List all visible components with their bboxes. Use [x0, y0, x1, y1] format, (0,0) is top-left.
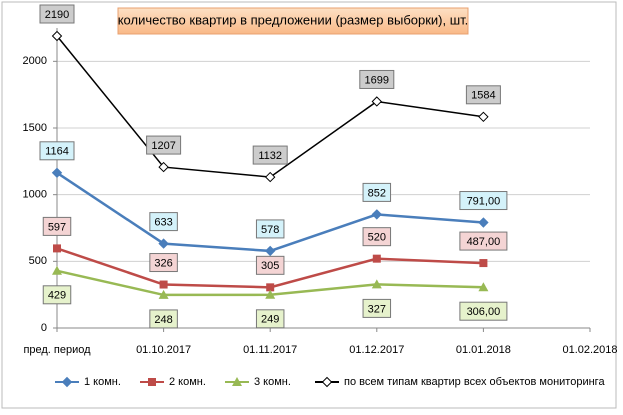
y-tick-label: 0 — [41, 322, 47, 334]
title-box — [117, 7, 469, 35]
label-box — [362, 182, 392, 202]
data-label: 633 — [154, 217, 172, 229]
marker — [371, 209, 383, 220]
x-tick-label: 01.11.2017 — [243, 344, 297, 356]
marker — [266, 283, 275, 292]
marker — [148, 378, 156, 386]
data-label: 1132 — [258, 150, 282, 162]
data-label: 852 — [368, 187, 386, 199]
data-label: 1584 — [471, 90, 495, 102]
data-label: 520 — [368, 232, 386, 244]
y-tick-label: 1500 — [23, 122, 47, 134]
data-label: 327 — [368, 303, 386, 315]
label-box — [465, 85, 501, 105]
label-box — [362, 298, 392, 318]
data-label: 429 — [48, 290, 66, 302]
marker — [321, 376, 333, 388]
label-box — [39, 141, 75, 161]
marker — [264, 245, 276, 257]
data-label: 578 — [261, 224, 279, 236]
data-label: 249 — [261, 314, 279, 326]
legend-label: 1 комн. — [84, 376, 121, 388]
marker — [478, 111, 489, 123]
marker — [232, 377, 242, 386]
y-tick-label: 500 — [29, 255, 47, 267]
label-box — [255, 309, 285, 329]
data-label: 791,00 — [467, 195, 501, 207]
label-box — [362, 227, 392, 247]
marker — [478, 217, 489, 228]
legend-label: 3 комн. — [254, 376, 291, 388]
label-box — [255, 219, 285, 239]
label-box — [459, 231, 508, 251]
legend-label: по всем типам квартир всех объектов мони… — [344, 376, 605, 388]
marker — [265, 289, 276, 299]
marker — [61, 376, 73, 388]
chart-frame — [1, 1, 617, 409]
data-label: 248 — [154, 314, 172, 326]
y-tick-label: 1000 — [23, 189, 47, 201]
y-tick-label: 2000 — [23, 55, 47, 67]
marker — [53, 244, 61, 253]
marker — [264, 171, 276, 183]
x-tick-label: пред. период — [23, 344, 91, 356]
label-box — [149, 212, 178, 232]
chart-title: количество квартир в предложении (размер… — [118, 12, 469, 27]
label-box — [459, 191, 508, 211]
marker — [51, 30, 63, 42]
legend-label: 2 комн. — [169, 376, 206, 388]
data-label: 326 — [154, 257, 172, 269]
label-box — [149, 309, 178, 329]
data-label: 305 — [261, 260, 279, 272]
x-tick-label: 01.10.2017 — [136, 344, 191, 356]
marker — [372, 254, 381, 263]
label-box — [459, 301, 508, 321]
marker — [158, 238, 169, 249]
marker — [371, 279, 382, 289]
marker — [51, 167, 63, 179]
marker — [478, 282, 489, 292]
label-box — [255, 255, 285, 275]
marker — [158, 161, 169, 173]
marker — [371, 96, 383, 107]
label-box — [42, 216, 72, 236]
label-box — [149, 253, 178, 273]
label-box — [359, 69, 395, 89]
x-tick-label: 01.02.2018 — [562, 344, 617, 356]
label-box — [39, 4, 75, 24]
data-label: 1699 — [365, 74, 389, 86]
marker — [159, 280, 168, 289]
x-tick-label: 01.12.2017 — [349, 344, 404, 356]
data-label: 597 — [48, 221, 66, 233]
label-box — [252, 145, 288, 165]
data-label: 1164 — [45, 146, 69, 158]
data-label: 2190 — [45, 9, 69, 21]
marker — [479, 259, 488, 268]
data-label: 487,00 — [467, 236, 501, 248]
data-label: 306,00 — [467, 306, 501, 318]
label-box — [42, 285, 72, 305]
label-box — [146, 135, 182, 155]
marker — [158, 289, 169, 299]
x-tick-label: 01.01.2018 — [456, 344, 511, 356]
marker — [52, 265, 62, 275]
data-label: 1207 — [151, 140, 175, 152]
